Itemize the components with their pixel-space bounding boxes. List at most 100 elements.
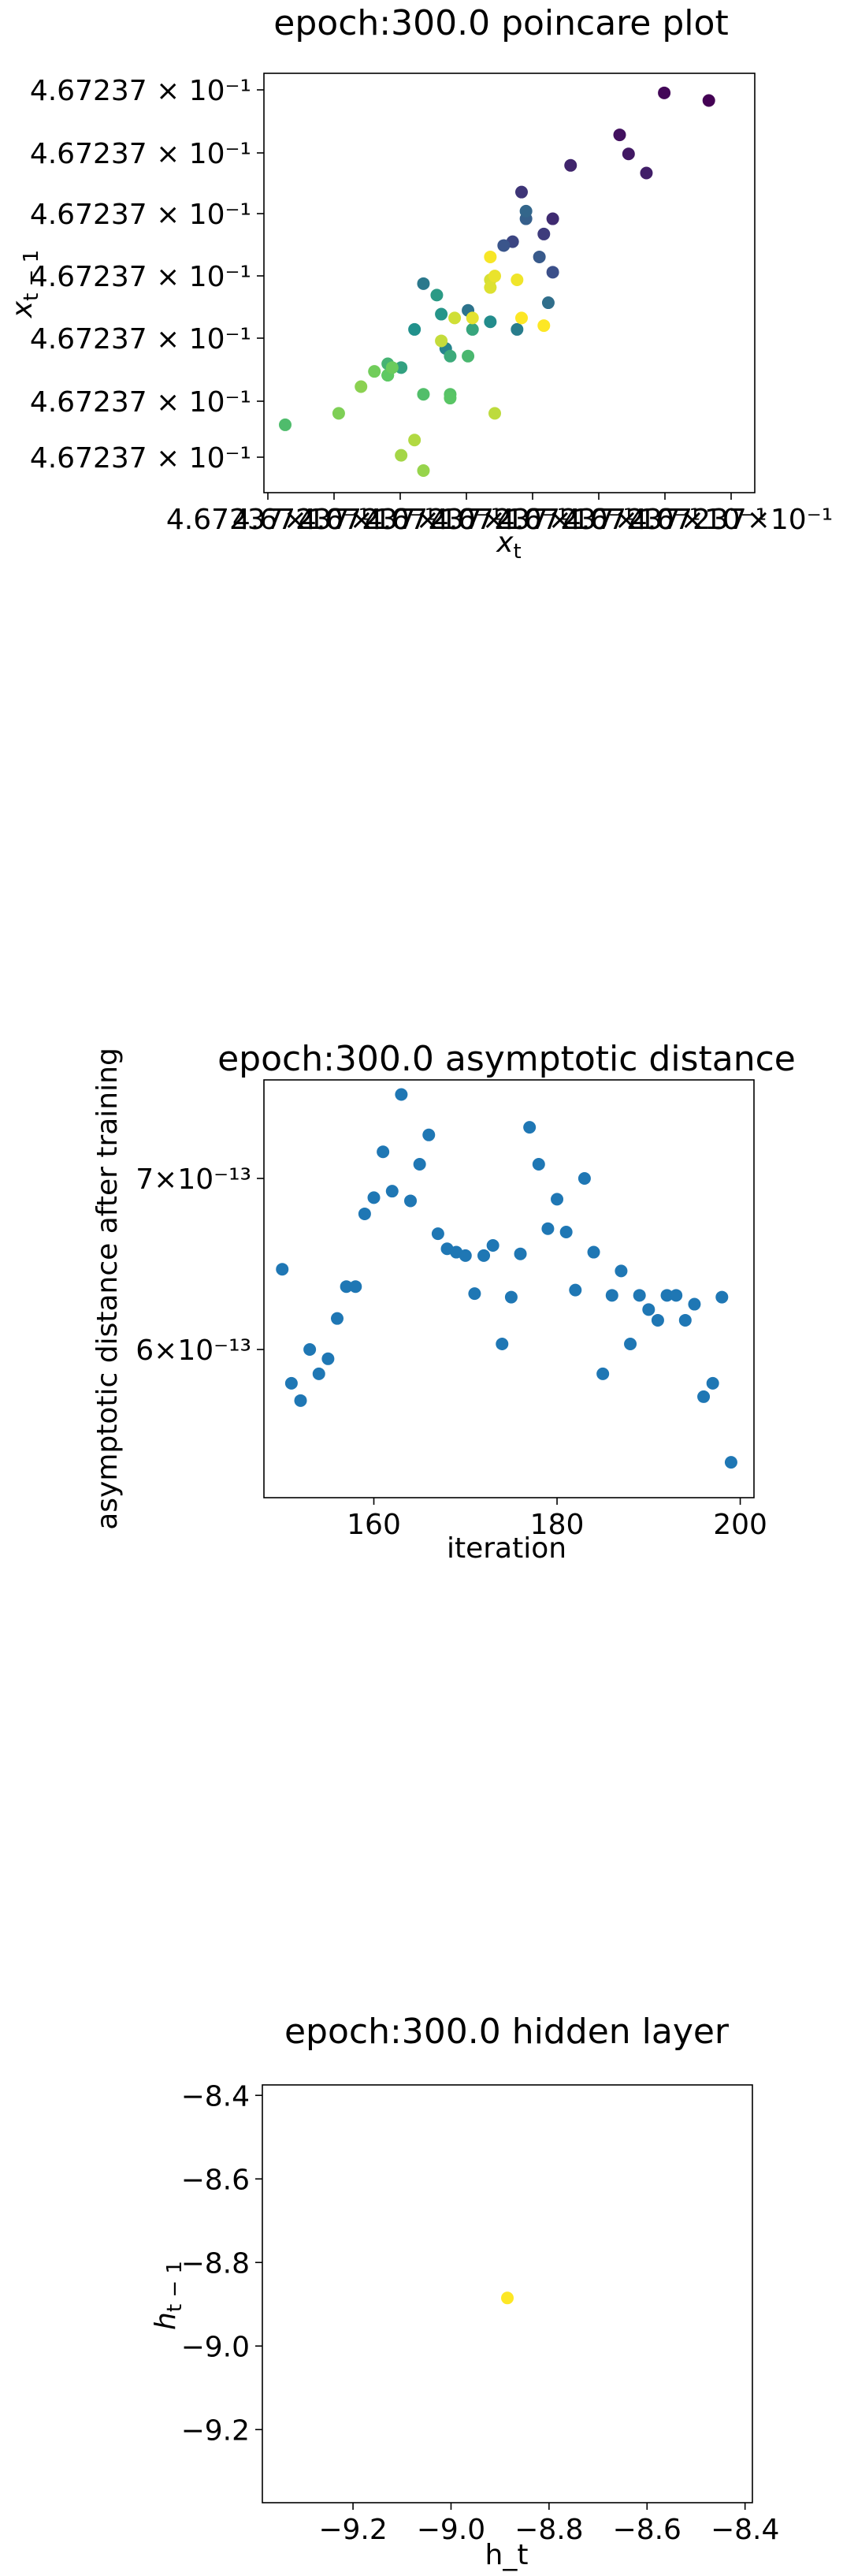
asymptotic-point — [605, 1289, 618, 1302]
poincare-x-tick-label: 4.67237×10⁻¹ — [497, 504, 700, 536]
poincare-point — [613, 128, 626, 142]
asymptotic-point — [587, 1245, 600, 1259]
poincare-point — [564, 158, 577, 172]
asymptotic-title: epoch:300.0 asymptotic distance — [217, 1039, 796, 1079]
asymptotic-point — [615, 1264, 628, 1278]
poincare-point — [484, 281, 497, 294]
poincare-point — [511, 322, 524, 336]
poincare-point — [462, 349, 475, 363]
poincare-plot-frame — [263, 73, 756, 493]
asymptotic-point — [486, 1238, 499, 1252]
poincare-point — [497, 239, 511, 252]
poincare-point — [279, 418, 292, 431]
asymptotic-point — [496, 1337, 509, 1350]
poincare-chart: epoch:300.0 poincare plot 4.67237 × 10⁻¹… — [6, 3, 833, 564]
poincare-y-tick-label: 4.67237 × 10⁻¹ — [30, 261, 251, 293]
asymptotic-point — [532, 1158, 545, 1171]
asymptotic-point — [688, 1297, 701, 1311]
poincare-y-tick-label: 4.67237 × 10⁻¹ — [30, 199, 251, 231]
hidden-layer-plot-frame — [262, 2084, 753, 2503]
poincare-point — [488, 270, 502, 283]
asymptotic-point — [385, 1185, 399, 1198]
poincare-point — [448, 311, 462, 325]
asymptotic-point — [413, 1158, 426, 1171]
poincare-point — [466, 311, 479, 325]
poincare-point — [435, 307, 448, 321]
hidden-layer-x-axis-label: h_t — [485, 2539, 529, 2571]
poincare-point — [640, 166, 653, 180]
asymptotic-point — [660, 1289, 674, 1302]
asymptotic-x-ticks: 160 180 200 — [347, 1498, 767, 1541]
asymptotic-point — [468, 1287, 481, 1301]
poincare-point — [444, 392, 457, 405]
asymptotic-point — [431, 1227, 444, 1241]
poincare-y-tick-label: 4.67237 × 10⁻¹ — [30, 323, 251, 356]
poincare-point — [385, 361, 399, 374]
poincare-point — [537, 319, 551, 333]
asymptotic-point — [477, 1249, 491, 1262]
asymptotic-y-ticks: 6×10⁻¹³ 7×10⁻¹³ — [136, 1163, 264, 1367]
hidden-layer-y-tick-label: −8.6 — [181, 2164, 250, 2196]
asymptotic-point — [294, 1394, 307, 1407]
asymptotic-point — [715, 1290, 729, 1304]
poincare-y-axis-label: xt − 1 — [6, 250, 43, 318]
asymptotic-point — [303, 1343, 317, 1357]
poincare-y-tick-label: 4.67237 × 10⁻¹ — [30, 75, 251, 107]
poincare-point — [417, 388, 430, 401]
hidden-layer-title: epoch:300.0 hidden layer — [284, 2012, 730, 2052]
hidden-layer-x-tick-label: −8.6 — [613, 2514, 681, 2546]
asymptotic-plot-frame — [263, 1079, 755, 1498]
poincare-point — [546, 266, 559, 279]
poincare-y-ticks: 4.67237 × 10⁻¹ 4.67237 × 10⁻¹ 4.67237 × 10… — [30, 75, 264, 475]
hidden-layer-y-tick-label: −8.8 — [181, 2247, 250, 2280]
asymptotic-points — [276, 1088, 737, 1469]
poincare-x-axis-label: xt — [496, 527, 522, 564]
asymptotic-point — [642, 1303, 655, 1316]
asymptotic-distance-chart: epoch:300.0 asymptotic distance 6×10⁻¹³ 7… — [91, 1039, 796, 1565]
asymptotic-point — [395, 1088, 408, 1101]
poincare-point — [355, 380, 368, 393]
asymptotic-point — [523, 1121, 537, 1134]
poincare-point — [702, 94, 715, 107]
poincare-point — [537, 227, 551, 240]
asymptotic-point — [358, 1207, 371, 1220]
poincare-point — [622, 147, 635, 161]
asymptotic-point — [284, 1376, 298, 1390]
asymptotic-point — [551, 1193, 564, 1206]
poincare-point — [395, 361, 408, 374]
hidden-layer-y-tick-label: −9.2 — [181, 2414, 250, 2447]
poincare-x-tick-label: 4.67237×10⁻¹ — [166, 504, 370, 536]
hidden-layer-x-tick-label: −8.8 — [514, 2514, 583, 2546]
hidden-layer-y-ticks: −9.2 −9.0 −8.8 −8.6 −8.4 — [181, 2080, 262, 2447]
poincare-point — [368, 365, 381, 378]
poincare-point — [514, 311, 528, 325]
poincare-x-tick-label: 4.67237×10⁻¹ — [563, 504, 767, 536]
asymptotic-point — [624, 1337, 637, 1350]
asymptotic-y-tick-label: 6×10⁻¹³ — [136, 1335, 251, 1367]
hidden-layer-x-ticks: −9.2 −9.0 −8.8 −8.6 −8.4 — [318, 2503, 779, 2546]
poincare-point — [519, 204, 533, 218]
poincare-point — [430, 288, 444, 302]
hidden-layer-chart: epoch:300.0 hidden layer −9.2 −9.0 −8.8 −8.… — [150, 2012, 779, 2571]
poincare-point — [533, 250, 546, 263]
poincare-y-tick-label: 4.67237 × 10⁻¹ — [30, 138, 251, 170]
asymptotic-point — [514, 1247, 527, 1260]
poincare-point — [408, 434, 422, 447]
asymptotic-point — [633, 1289, 646, 1302]
asymptotic-point — [422, 1128, 436, 1141]
poincare-y-tick-label: 4.67237 × 10⁻¹ — [30, 386, 251, 419]
asymptotic-point — [321, 1352, 335, 1365]
poincare-point — [466, 322, 479, 336]
poincare-x-tick-label: 4.67237×10⁻¹ — [629, 504, 833, 536]
asymptotic-point — [331, 1312, 344, 1325]
asymptotic-point — [706, 1376, 719, 1390]
asymptotic-x-axis-label: iteration — [447, 1532, 566, 1565]
asymptotic-point — [504, 1290, 518, 1304]
poincare-x-tick-label: 4.67237×10⁻¹ — [365, 504, 568, 536]
asymptotic-point — [404, 1194, 418, 1208]
asymptotic-x-tick-label: 180 — [530, 1509, 585, 1541]
poincare-point — [484, 250, 497, 263]
hidden-layer-y-tick-label: −8.4 — [181, 2080, 250, 2113]
hidden-layer-y-axis-label: ht − 1 — [150, 2261, 187, 2330]
